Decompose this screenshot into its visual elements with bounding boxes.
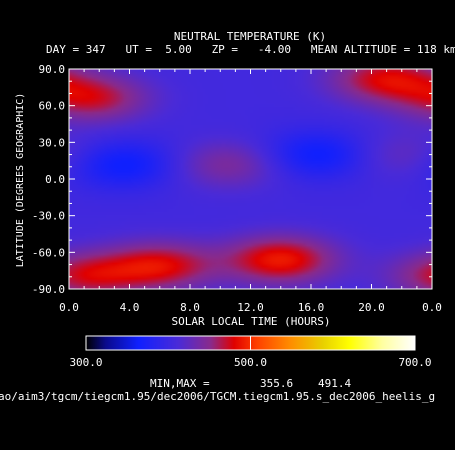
y-tick-label: 30.0 [39, 136, 66, 149]
y-tick-label: -90.0 [32, 283, 65, 296]
y-axis-ticks: 90.0 60.0 30.0 0.0 -30.0 -60.0 -90.0 [32, 63, 432, 296]
footer-path: ao/aim3/tgcm/tiegcm1.95/dec2006/TGCM.tie… [0, 390, 435, 403]
chart-subtitle: DAY = 347 UT = 5.00 ZP = -4.00 MEAN ALTI… [46, 43, 455, 56]
x-tick-label: 16.0 [298, 301, 325, 314]
min-value: 355.6 [260, 377, 293, 390]
colorbar-ticks: 300.0 500.0 700.0 [69, 356, 431, 369]
y-axis-label: LATITUDE (DEGREES GEOGRAPHIC) [15, 93, 26, 268]
colorbar-tick-label: 700.0 [398, 356, 431, 369]
minmax-label: MIN,MAX = [150, 377, 210, 390]
heatmap-image [69, 69, 432, 289]
y-tick-label: 60.0 [39, 100, 66, 113]
x-tick-label: 8.0 [180, 301, 200, 314]
x-axis-label: SOLAR LOCAL TIME (HOURS) [172, 315, 331, 328]
x-tick-label: 12.0 [237, 301, 264, 314]
x-tick-label: 0.0 [422, 301, 442, 314]
y-tick-label: 90.0 [39, 63, 66, 76]
colorbar-tick-label: 500.0 [234, 356, 267, 369]
x-tick-label: 0.0 [59, 301, 79, 314]
x-axis-ticks: 0.0 4.0 8.0 12.0 16.0 20.0 0.0 [59, 69, 442, 314]
colorbar [85, 335, 416, 351]
colorbar-tick-label: 300.0 [69, 356, 102, 369]
y-tick-label: -30.0 [32, 210, 65, 223]
x-tick-label: 4.0 [120, 301, 140, 314]
chart-title: NEUTRAL TEMPERATURE (K) [174, 30, 326, 43]
y-tick-label: 0.0 [45, 173, 65, 186]
max-value: 491.4 [318, 377, 351, 390]
plot-area [68, 68, 433, 290]
x-tick-label: 20.0 [358, 301, 385, 314]
y-tick-label: -60.0 [32, 246, 65, 259]
